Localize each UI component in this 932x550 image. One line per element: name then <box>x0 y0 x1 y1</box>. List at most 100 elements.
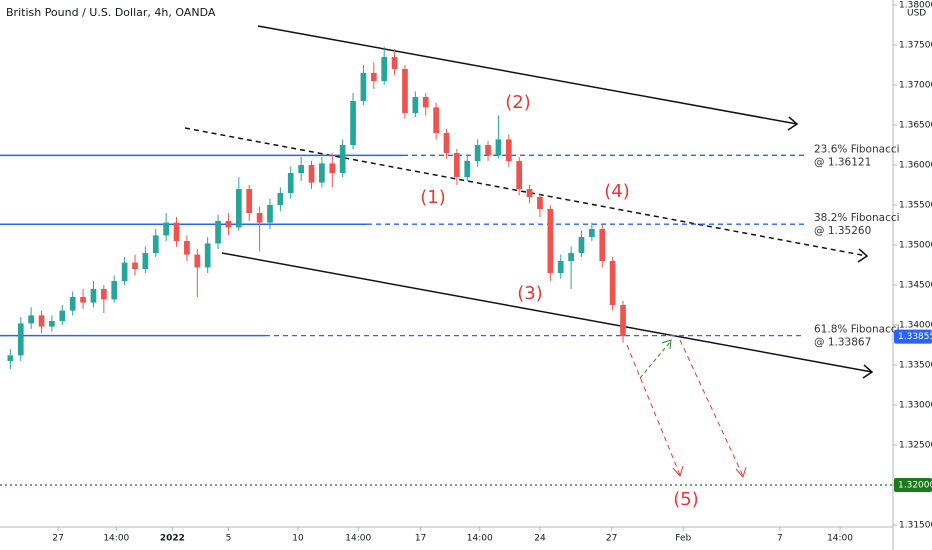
fib-price: @ 1.33867 <box>814 337 871 349</box>
y-tick-label: 1.34500 <box>899 281 932 291</box>
candle-body <box>329 163 336 173</box>
x-tick-label: 14:00 <box>467 534 493 544</box>
candle-body <box>277 193 284 205</box>
wave-label: (5) <box>673 489 699 510</box>
candle-body <box>381 57 388 81</box>
candle-body <box>412 97 419 113</box>
candle-body <box>246 189 253 213</box>
price-tag <box>894 478 932 492</box>
candle-body <box>235 189 242 228</box>
y-tick-label: 1.31500 <box>899 521 932 531</box>
x-tick-label: 7 <box>777 534 783 544</box>
candle-body <box>547 209 554 273</box>
candle-body <box>100 289 107 300</box>
x-tick-label: 14:00 <box>345 534 371 544</box>
x-tick-label: 27 <box>606 534 617 544</box>
y-tick-label: 1.35000 <box>899 241 932 251</box>
arrow-head <box>857 248 869 263</box>
candle-body <box>319 163 325 183</box>
wave-label: (2) <box>505 92 531 113</box>
candle-body <box>599 229 606 261</box>
x-tick-label: 27 <box>52 534 63 544</box>
arrow-head <box>862 364 874 379</box>
candle-body <box>422 97 429 108</box>
candle-body <box>7 355 14 361</box>
y-axis-label: USD <box>907 9 926 19</box>
candle-body <box>90 289 97 303</box>
candle-body <box>142 253 149 269</box>
candle-body <box>360 73 367 101</box>
candle-body <box>495 139 502 156</box>
candle-body <box>173 222 180 241</box>
candle-body <box>49 321 55 327</box>
candle-body <box>163 222 169 236</box>
candle-body <box>132 262 138 269</box>
arrow-head <box>787 116 799 131</box>
candle-body <box>152 235 159 253</box>
candle-body <box>516 161 523 189</box>
candle-body <box>391 57 398 69</box>
y-tick-label: 1.38000 <box>899 1 932 11</box>
y-tick-label: 1.36500 <box>899 121 932 131</box>
y-tick-label: 1.37500 <box>899 41 932 51</box>
candle-body <box>225 221 232 228</box>
candle-body <box>298 165 304 173</box>
candle-body <box>194 254 201 268</box>
price-tag <box>894 329 932 344</box>
candle-body <box>350 101 356 145</box>
candle-body <box>557 261 564 273</box>
candle-body <box>568 253 574 261</box>
candle-body <box>339 145 346 173</box>
candle-body <box>59 310 66 321</box>
fib-label: 61.8% Fibonacci <box>814 324 900 336</box>
candle-body <box>402 69 408 113</box>
wave-label: (4) <box>604 181 630 202</box>
x-tick-label: 10 <box>292 534 304 544</box>
y-tick-label: 1.37000 <box>899 81 932 91</box>
price-tag-label: 1.33855 <box>898 332 932 342</box>
candle-body <box>433 107 439 133</box>
candle-body <box>620 305 626 337</box>
channel-upper <box>257 25 798 125</box>
fib-price: @ 1.36121 <box>814 156 871 168</box>
candle-body <box>454 153 460 177</box>
candle-body <box>184 241 190 255</box>
drawings <box>184 25 874 479</box>
channel-mid <box>184 127 868 257</box>
y-tick-label: 1.34000 <box>899 321 932 331</box>
candle-body <box>578 237 585 253</box>
forecast-path <box>679 339 744 477</box>
x-tick-label: 17 <box>415 534 426 544</box>
chart-title: British Pound / U.S. Dollar, 4h, OANDA <box>6 6 216 19</box>
candle-body <box>121 262 128 281</box>
x-tick-label: 14:00 <box>827 534 853 544</box>
candle-body <box>370 73 377 81</box>
fib-price: @ 1.35260 <box>814 225 871 237</box>
candle-body <box>256 213 263 223</box>
arrow-head <box>672 465 684 478</box>
arrow-head <box>735 466 747 479</box>
candle-body <box>308 165 315 183</box>
y-tick-label: 1.33000 <box>899 401 932 411</box>
candle-body <box>474 145 481 161</box>
y-tick-label: 1.32500 <box>899 441 932 451</box>
candle-body <box>204 243 211 268</box>
candle-body <box>287 173 294 193</box>
candle-body <box>443 133 450 153</box>
candle-body <box>111 281 118 300</box>
y-tick-label: 1.35500 <box>899 201 932 211</box>
candle-body <box>38 315 45 327</box>
wave-label: (3) <box>517 283 543 304</box>
x-tick-label: Feb <box>675 534 691 544</box>
x-tick-label: 14:00 <box>103 534 129 544</box>
candle-body <box>28 315 35 324</box>
candle-body <box>537 197 543 209</box>
price-tag-label: 1.32000 <box>898 481 932 491</box>
candle-body <box>526 189 533 197</box>
candle-body <box>609 261 616 305</box>
arrow-head <box>661 339 672 350</box>
candle-body <box>464 161 471 177</box>
